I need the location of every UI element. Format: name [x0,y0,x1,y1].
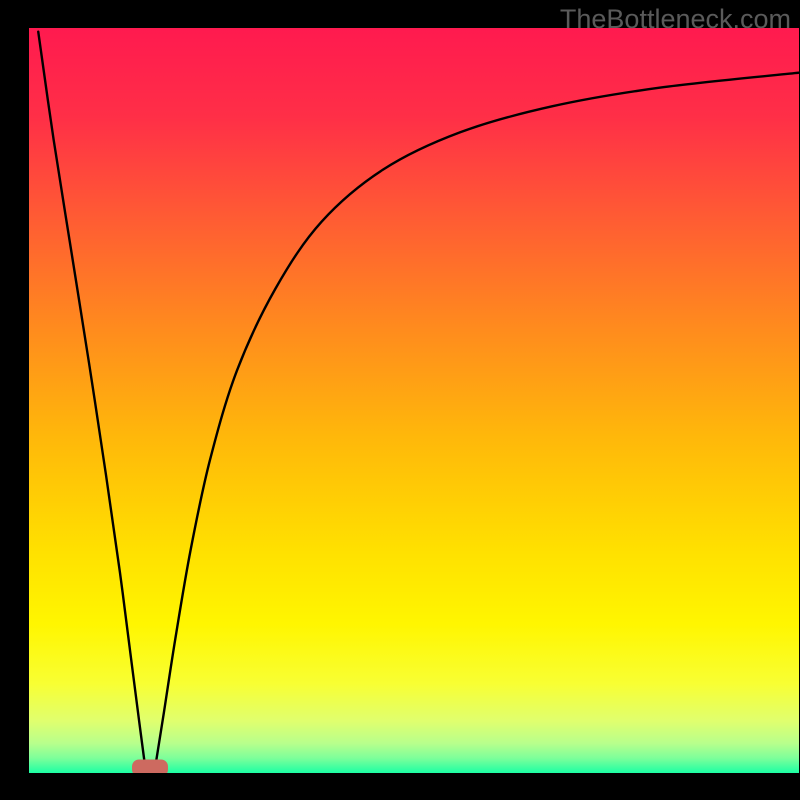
optimal-marker [132,759,168,773]
curve-left [38,32,144,762]
watermark-text: TheBottleneck.com [560,4,791,35]
chart-container: { "source_watermark": { "text": "TheBott… [0,0,800,800]
plot-area [29,28,799,773]
bottleneck-curves [29,28,799,773]
curve-right [156,73,799,762]
